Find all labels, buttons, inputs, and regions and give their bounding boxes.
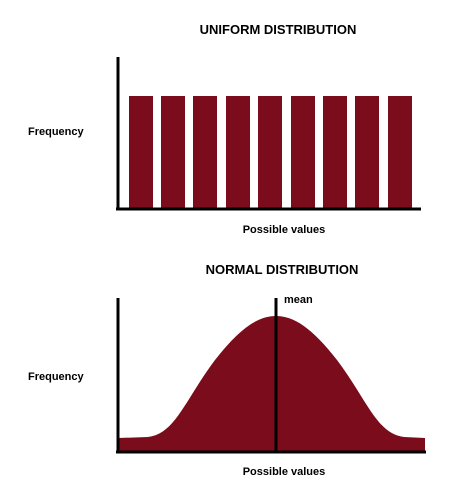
normal-title: NORMAL DISTRIBUTION [206,262,359,277]
bar [388,96,412,209]
normal-y-label: Frequency [28,371,85,383]
mean-label: mean [284,294,313,306]
uniform-y-label: Frequency [28,126,85,138]
uniform-bars [129,96,412,209]
bar [161,96,185,209]
bar [193,96,217,209]
bar [258,96,282,209]
uniform-x-label: Possible values [243,224,326,236]
uniform-title: UNIFORM DISTRIBUTION [200,22,357,37]
bar [129,96,153,209]
bar [291,96,315,209]
normal-curve [118,316,425,452]
bar [323,96,347,209]
bar [355,96,379,209]
normal-x-label: Possible values [243,466,326,478]
bar [226,96,250,209]
